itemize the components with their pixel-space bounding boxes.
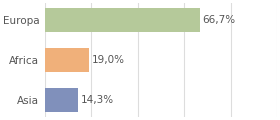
Text: 66,7%: 66,7% [203,15,236,25]
Bar [45,88,78,112]
Bar [45,8,200,32]
Text: 19,0%: 19,0% [92,55,125,65]
Text: 14,3%: 14,3% [81,95,114,105]
Bar [45,48,89,72]
